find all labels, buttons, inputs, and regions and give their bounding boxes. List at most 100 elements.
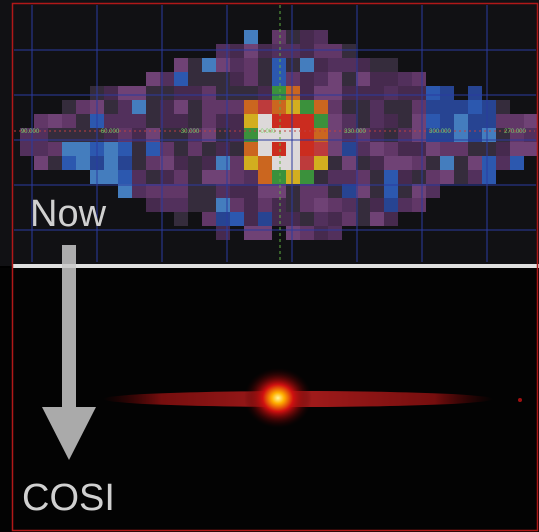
map-pixel: [384, 170, 398, 184]
map-pixel: [272, 170, 286, 184]
map-pixel: [384, 58, 398, 72]
map-pixel: [286, 30, 300, 44]
map-pixel: [314, 142, 328, 156]
map-pixel: [202, 100, 216, 114]
map-pixel: [328, 184, 342, 198]
map-pixel: [48, 142, 62, 156]
map-pixel: [356, 184, 370, 198]
map-pixel: [76, 100, 90, 114]
map-pixel: [76, 114, 90, 128]
map-pixel: [174, 156, 188, 170]
map-pixel: [426, 170, 440, 184]
map-pixel: [384, 72, 398, 86]
map-pixel: [174, 58, 188, 72]
map-pixel: [272, 184, 286, 198]
map-pixel: [468, 100, 482, 114]
map-pixel: [202, 212, 216, 226]
map-pixel: [482, 156, 496, 170]
map-pixel: [314, 30, 328, 44]
map-pixel: [328, 170, 342, 184]
map-pixel: [510, 156, 524, 170]
map-pixel: [62, 156, 76, 170]
map-pixel: [286, 100, 300, 114]
map-pixel: [300, 156, 314, 170]
map-pixel: [482, 100, 496, 114]
map-pixel: [258, 170, 272, 184]
map-pixel: [314, 212, 328, 226]
map-pixel: [230, 58, 244, 72]
map-pixel: [384, 212, 398, 226]
map-pixel: [398, 72, 412, 86]
map-pixel: [440, 114, 454, 128]
map-pixel: [230, 142, 244, 156]
map-pixel: [300, 198, 314, 212]
map-pixel: [342, 156, 356, 170]
map-pixel: [300, 30, 314, 44]
map-pixel: [370, 100, 384, 114]
map-pixel: [328, 156, 342, 170]
map-pixel: [230, 198, 244, 212]
map-pixel: [286, 114, 300, 128]
map-pixel: [230, 184, 244, 198]
map-pixel: [216, 72, 230, 86]
map-pixel: [286, 72, 300, 86]
map-pixel: [426, 184, 440, 198]
map-pixel: [258, 100, 272, 114]
map-pixel: [216, 212, 230, 226]
map-pixel: [216, 44, 230, 58]
map-pixel: [314, 114, 328, 128]
map-pixel: [454, 142, 468, 156]
map-pixel: [244, 72, 258, 86]
map-pixel: [314, 72, 328, 86]
map-pixel: [146, 86, 160, 100]
map-pixel: [146, 142, 160, 156]
map-pixel: [496, 142, 510, 156]
map-pixel: [496, 114, 510, 128]
map-pixel: [48, 156, 62, 170]
map-pixel: [244, 30, 258, 44]
map-pixel: [300, 114, 314, 128]
map-pixel: [244, 156, 258, 170]
map-pixel: [314, 100, 328, 114]
map-pixel: [398, 198, 412, 212]
map-pixel: [230, 44, 244, 58]
map-pixel: [244, 212, 258, 226]
map-pixel: [146, 198, 160, 212]
map-pixel: [146, 184, 160, 198]
map-pixel: [258, 142, 272, 156]
map-pixel: [118, 156, 132, 170]
map-pixel: [132, 114, 146, 128]
map-pixel: [412, 72, 426, 86]
map-pixel: [216, 184, 230, 198]
map-pixel: [286, 142, 300, 156]
divider: [12, 264, 539, 268]
map-pixel: [132, 156, 146, 170]
map-pixel: [188, 72, 202, 86]
map-pixel: [356, 142, 370, 156]
map-pixel: [300, 226, 314, 240]
scene: 90.00060.00030.0000.000330.000300.000270…: [0, 0, 539, 532]
map-pixel: [258, 44, 272, 58]
map-pixel: [104, 100, 118, 114]
map-pixel: [174, 100, 188, 114]
map-pixel: [426, 156, 440, 170]
axis-label: 330.000: [344, 129, 366, 135]
map-pixel: [286, 86, 300, 100]
map-pixel: [356, 198, 370, 212]
map-pixel: [104, 86, 118, 100]
map-pixel: [174, 114, 188, 128]
map-pixel: [244, 198, 258, 212]
map-pixel: [286, 184, 300, 198]
map-pixel: [412, 170, 426, 184]
map-pixel: [356, 86, 370, 100]
map-pixel: [328, 100, 342, 114]
map-pixel: [132, 86, 146, 100]
map-pixel: [328, 198, 342, 212]
now-label: Now: [30, 193, 107, 235]
map-pixel: [342, 114, 356, 128]
map-pixel: [216, 156, 230, 170]
map-pixel: [244, 44, 258, 58]
map-pixel: [104, 156, 118, 170]
map-pixel: [216, 100, 230, 114]
map-pixel: [342, 142, 356, 156]
